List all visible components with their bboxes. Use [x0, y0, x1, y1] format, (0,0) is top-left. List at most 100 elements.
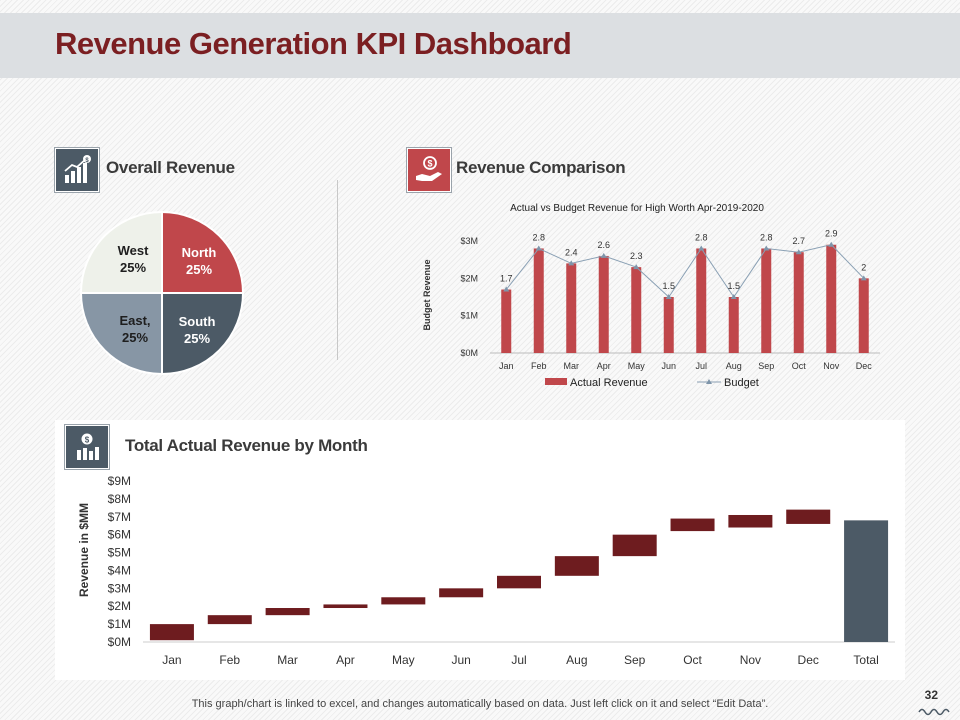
budget-marker: [730, 294, 737, 299]
x-tick-label: Mar: [277, 653, 298, 667]
comparison-chart-title: Actual vs Budget Revenue for High Worth …: [510, 203, 764, 214]
waterfall-bar: [149, 624, 194, 641]
data-label: 2.8: [532, 232, 545, 242]
comparison-chart: Actual vs Budget Revenue for High Worth …: [422, 203, 880, 389]
data-label: 2.4: [565, 247, 578, 257]
pie-slice-south: [161, 292, 244, 375]
budget-marker: [503, 286, 510, 292]
y-tick-label: $9M: [108, 474, 131, 488]
data-label: 1.5: [727, 281, 740, 291]
budget-marker: [795, 249, 802, 255]
data-label: 2.8: [760, 232, 773, 242]
pie-chart: [80, 211, 244, 375]
waterfall-bar: [728, 514, 773, 528]
data-label: 2.7: [792, 236, 805, 246]
y-tick-label: $6M: [108, 528, 131, 542]
data-label: 2.9: [825, 229, 838, 239]
data-label: 2.8: [695, 232, 708, 242]
revenue-comparison-heading: Revenue Comparison: [456, 158, 626, 177]
waterfall-bar: [612, 534, 657, 557]
budget-marker: [828, 241, 835, 247]
waterfall-chart: Revenue in $MM $0M $1M $2M $3M $4M $5M $6M $7M $…: [77, 474, 895, 667]
overall-revenue-heading: Overall Revenue: [106, 158, 235, 177]
x-tick-label: Jul: [511, 653, 526, 667]
waterfall-panel: [55, 420, 905, 680]
y-tick-label: $1M: [108, 617, 131, 631]
x-tick-label: Apr: [597, 361, 611, 371]
pie-slice-north: [161, 211, 244, 294]
waterfall-bar: [323, 604, 368, 609]
x-tick-label: Jul: [695, 361, 707, 371]
y-tick-label: $2M: [108, 599, 131, 613]
actual-revenue-bar: [501, 289, 512, 353]
y-tick-label: $5M: [108, 546, 131, 560]
data-label: 2: [861, 262, 866, 272]
actual-revenue-bar: [631, 267, 642, 353]
pie-slice-west: [80, 211, 163, 294]
actual-revenue-bar: [598, 255, 609, 353]
x-tick-label: Oct: [792, 361, 807, 371]
waterfall-bar: [207, 615, 252, 625]
budget-marker: [600, 252, 607, 258]
waterfall-bar: [670, 518, 715, 532]
waterfall-bar: [786, 509, 831, 524]
page-title: Revenue Generation KPI Dashboard: [55, 26, 572, 61]
actual-revenue-bar: [728, 297, 739, 353]
budget-marker: [535, 245, 542, 251]
actual-revenue-bar: [566, 263, 577, 353]
x-tick-label: Dec: [856, 361, 873, 371]
actual-revenue-bar: [793, 252, 804, 353]
legend-budget-label: Budget: [724, 377, 759, 389]
x-tick-label: Aug: [566, 653, 587, 667]
x-tick-label: Sep: [624, 653, 646, 667]
x-tick-label: Nov: [740, 653, 761, 667]
x-tick-label: Sep: [758, 361, 774, 371]
pie-label-east: East, 25%: [119, 313, 151, 345]
x-tick-label: May: [628, 361, 646, 371]
waterfall-bar: [554, 556, 599, 576]
actual-revenue-bar: [826, 244, 837, 353]
budget-marker: [698, 245, 705, 251]
footer-note: This graph/chart is linked to excel, and…: [191, 698, 769, 710]
pie-label-south: South 25%: [178, 314, 216, 346]
legend-budget-marker: [706, 379, 712, 384]
x-tick-label: Aug: [726, 361, 742, 371]
legend-actual-label: Actual Revenue: [570, 377, 648, 389]
actual-revenue-bar: [696, 248, 707, 353]
waterfall-bar: [265, 608, 310, 616]
comparison-y-axis-title: Budget Revenue: [422, 259, 432, 330]
y-tick-label: $4M: [108, 563, 131, 577]
y-tick-label: $3M: [460, 236, 478, 246]
actual-revenue-bar: [663, 297, 674, 353]
y-tick-label: $0M: [108, 635, 131, 649]
svg-text:$: $: [85, 158, 89, 164]
x-tick-label: Feb: [219, 653, 240, 667]
pie-label-west: West 25%: [117, 243, 149, 275]
actual-revenue-bar: [761, 248, 772, 353]
waterfall-total-bar: [844, 520, 889, 642]
waterfall-bar: [439, 588, 484, 598]
section-divider: [337, 180, 338, 360]
svg-text:$: $: [85, 436, 90, 445]
x-tick-label: Jun: [451, 653, 470, 667]
y-tick-label: $8M: [108, 492, 131, 506]
y-tick-label: $7M: [108, 510, 131, 524]
x-tick-label: Apr: [336, 653, 355, 667]
money-hand-icon: $: [407, 148, 451, 192]
x-tick-label: Feb: [531, 361, 547, 371]
pie-slice-east: [80, 292, 163, 375]
x-tick-label: Oct: [683, 653, 702, 667]
title-bar: [0, 13, 960, 78]
waterfall-bar: [381, 597, 426, 605]
waterfall-bar: [497, 575, 541, 589]
page-number: 32: [924, 688, 938, 702]
wave-decoration: [918, 708, 950, 716]
x-tick-label: May: [392, 653, 415, 667]
legend-actual-swatch: [545, 378, 567, 385]
growth-chart-icon: $: [55, 148, 99, 192]
x-tick-label: Nov: [823, 361, 840, 371]
y-tick-label: $2M: [460, 273, 478, 283]
waterfall-heading: Total Actual Revenue by Month: [125, 436, 368, 455]
x-tick-label: Jun: [661, 361, 676, 371]
budget-marker: [665, 294, 672, 299]
